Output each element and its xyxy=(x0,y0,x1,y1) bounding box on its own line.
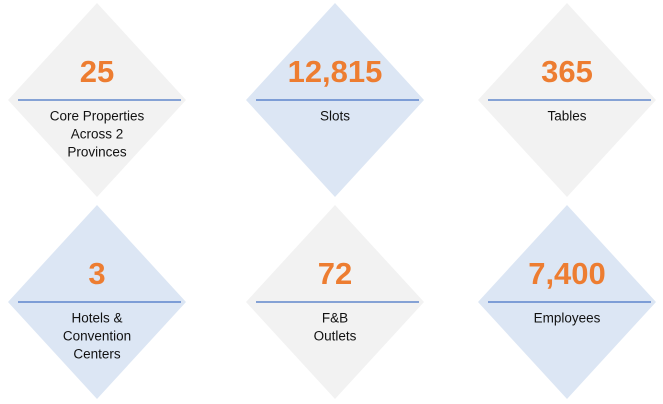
stat-label: F&B xyxy=(322,311,348,326)
stat-label: Tables xyxy=(547,109,586,124)
stat-label: Across 2 xyxy=(71,127,124,142)
stat-label: Employees xyxy=(534,311,601,326)
stat-label: Core Properties xyxy=(50,109,145,124)
stat-label: Slots xyxy=(320,109,350,124)
stat-value: 25 xyxy=(80,54,114,89)
stat-label: Outlets xyxy=(314,329,357,344)
stat-label: Convention xyxy=(63,329,131,344)
stat-value: 72 xyxy=(318,256,352,291)
stat-label: Hotels & xyxy=(71,311,122,326)
stat-label: Centers xyxy=(73,347,121,362)
stat-value: 3 xyxy=(88,256,105,291)
stat-value: 365 xyxy=(541,54,593,89)
stat-value: 12,815 xyxy=(288,54,383,89)
stat-value: 7,400 xyxy=(528,256,606,291)
stat-label: Provinces xyxy=(67,145,127,160)
